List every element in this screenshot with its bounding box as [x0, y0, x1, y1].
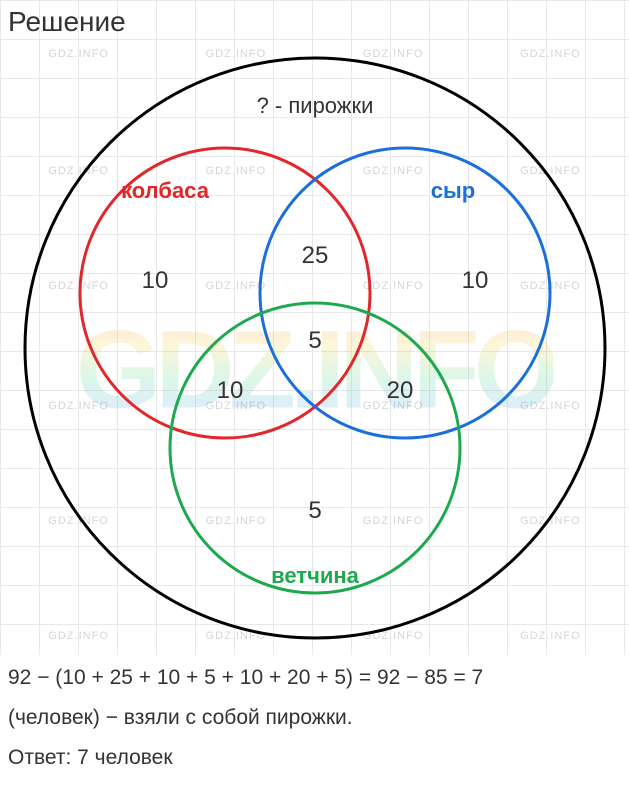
region-a-only: 10: [142, 267, 169, 294]
label-syr: сыр: [431, 178, 475, 203]
page-title: Решение: [8, 6, 126, 38]
region-c-only: 5: [308, 497, 321, 524]
answer-text: Ответ: 7 человек: [8, 746, 173, 770]
region-ac: 10: [217, 377, 244, 404]
region-abc: 5: [308, 327, 321, 354]
explanation-text: (человек) − взяли с собой пирожки.: [8, 706, 353, 730]
region-ab: 25: [302, 242, 329, 269]
label-vetchina: ветчина: [271, 563, 360, 588]
venn-diagram: ? - пирожки колбаса сыр ветчина 10 10 5 …: [15, 48, 615, 648]
equation-text: 92 − (10 + 25 + 10 + 5 + 10 + 20 + 5) = …: [8, 666, 483, 690]
label-kolbasa: колбаса: [121, 178, 210, 203]
region-bc: 20: [387, 377, 414, 404]
region-b-only: 10: [462, 267, 489, 294]
outer-label: ? - пирожки: [257, 93, 374, 118]
